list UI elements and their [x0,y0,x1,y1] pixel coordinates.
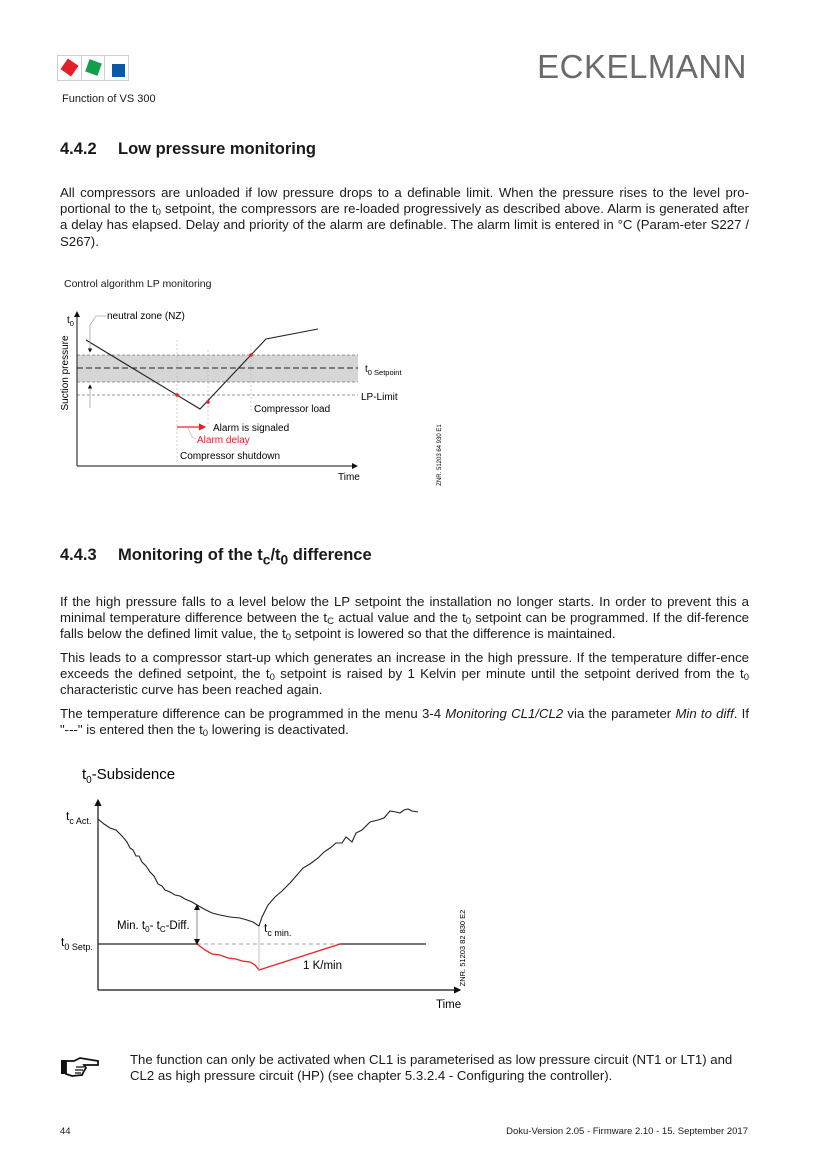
tc-act-label: tc Act. [66,809,91,826]
text-run: /t [270,546,281,564]
compressor-load-label: Compressor load [254,404,330,415]
text-run: setpoint, the compressors are re-loaded … [60,201,750,249]
section-number: 4.4.3 [60,546,97,564]
suction-pressure-curve [85,328,319,410]
drawing-reference: ZNR. 51203 64 930 E1 [437,424,443,486]
t0-subsidence-diagram: t0-Subsidence tc Act. t0 Setp. Min. t0- … [61,766,467,1011]
subscript: 0 [202,728,209,740]
x-axis-label: Time [436,999,461,1011]
diagram-caption: Control algorithm LP monitoring [64,278,212,290]
alarm-signal-point [206,400,210,404]
green-square-icon [84,59,102,76]
subscript: 0 [280,552,289,568]
text-run: actual value and the t [333,610,466,626]
diagram-title: t0-Subsidence [82,766,175,786]
section-number: 4.4.2 [60,140,97,158]
section-title: Low pressure monitoring [118,140,316,158]
paragraph: All compressors are unloaded if low pres… [60,185,749,250]
page-number: 44 [60,1126,71,1137]
emphasis-text: Monitoring CL1/CL2 [445,706,564,721]
red-square-icon [60,58,79,77]
text-run: If the high pressure falls to a level be… [60,594,749,626]
setpoint-label: t0 Setpoint [365,364,402,377]
emphasis-text: Min to diff [675,706,734,721]
text-run: via the parameter [563,706,676,721]
neutral-zone-label: neutral zone (NZ) [107,311,185,322]
alarm-delay-label: Alarm delay [197,435,250,446]
tc-actual-curve [97,808,419,927]
t0-axis-label: t0 [67,315,74,328]
text-run: This leads to a compressor start-up whic… [60,650,749,682]
eckelmann-logo-squares [57,55,129,81]
section-heading-4-4-3: 4.4.3 Monitoring of the tc/t0 difference [60,546,372,567]
section-title: Monitoring of the tc/t0 difference [118,546,372,568]
text-run: difference [288,546,372,564]
y-axis-label: Suction pressure [60,335,71,410]
text-run: setpoint can be programmed. If the dif-f… [60,610,750,642]
paragraph: If the high pressure falls to a level be… [60,594,749,643]
subscript: c [262,552,271,568]
subscript: 0 [285,632,292,644]
text-run: . If "---" is entered then the t [60,706,750,738]
section-heading-4-4-2: 4.4.2 Low pressure monitoring [60,140,316,159]
paragraph: This leads to a compressor start-up whic… [60,650,749,699]
note-text: The function can only be activated when … [130,1052,733,1083]
subscript: 0 [269,672,275,684]
text-run: All compressors are unloaded if low pres… [60,185,749,217]
t0-setp-label: t0 Setp. [61,935,93,952]
alarm-point [175,393,179,397]
compressor-shutdown-label: Compressor shutdown [180,451,280,462]
lp-monitoring-diagram: t0 neutral zone (NZ) Suction pressure t0… [60,311,443,486]
text-run: The temperature difference can be progra… [60,706,446,721]
document-version: Doku-Version 2.05 - Firmware 2.10 - 15. … [506,1126,748,1137]
subscript: 0 [465,616,472,628]
subscript: 0 [743,672,749,684]
lp-limit-label: LP-Limit [361,392,398,403]
brand-logo-text: ECKELMANN [537,48,747,85]
text-run: lowering is deactivated. [208,722,349,738]
x-axis-label: Time [338,472,360,483]
pointing-hand-icon [61,1057,99,1077]
text-run: Low pressure monitoring [118,140,317,158]
subscript: C [327,616,334,628]
compressor-load-point [249,353,253,357]
drawing-reference: ZNR. 51203 82 830 E2 [458,910,467,987]
rate-label: 1 K/min [303,960,342,972]
paragraph: The temperature difference can be progra… [60,706,749,738]
blue-square-icon [112,64,126,77]
subscript: 0 [155,207,161,219]
alarm-signaled-label: Alarm is signaled [213,423,289,434]
min-diff-label: Min. t0- tC-Diff. [117,920,190,934]
text-run: setpoint is lowered so that the differen… [291,626,616,642]
t0-lowering-curve [196,943,341,971]
text-run: setpoint is raised by 1 Kelvin per minut… [274,666,744,682]
tc-min-label: tc min. [264,921,291,938]
text-run: Monitoring of the t [118,546,263,564]
text-run: characteristic curve has been reached ag… [60,682,323,698]
running-head: Function of VS 300 [62,93,156,105]
